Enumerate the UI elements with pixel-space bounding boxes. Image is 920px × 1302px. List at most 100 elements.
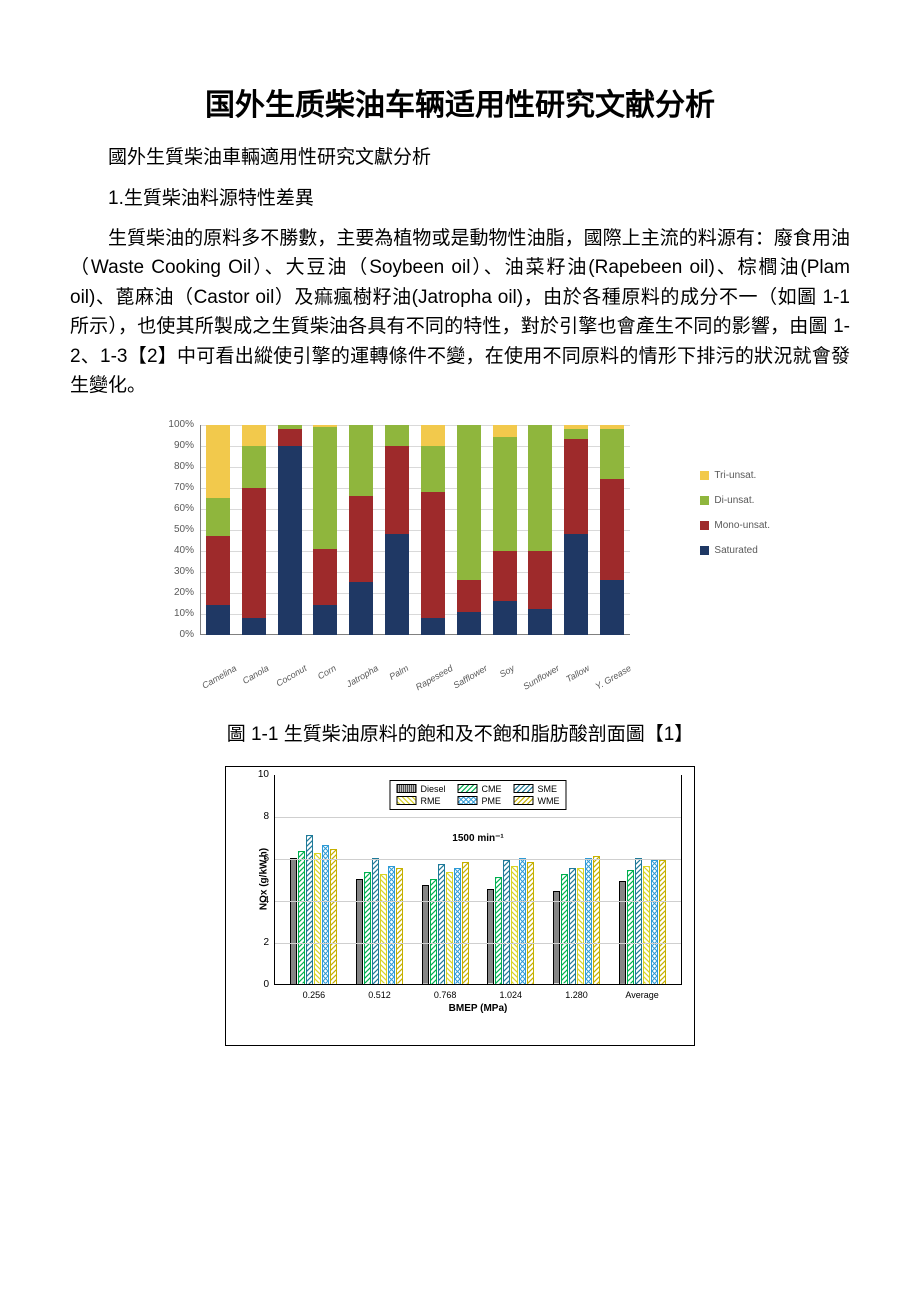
chart1-segment (600, 479, 624, 580)
chart2-bar (527, 862, 534, 984)
chart2-group: 1.024 (487, 858, 534, 984)
chart1-ytick: 20% (162, 587, 194, 598)
chart1-segment (564, 534, 588, 635)
chart1-bar: Tallow (564, 425, 588, 635)
chart1-segment (600, 429, 624, 479)
chart2-bar (380, 874, 387, 983)
chart1-xtick: Camelina (200, 663, 238, 691)
chart2-bar (627, 870, 634, 983)
chart1-segment (600, 580, 624, 635)
chart2-bar (306, 835, 313, 984)
chart2-bar (290, 858, 297, 984)
chart1-ytick: 10% (162, 608, 194, 619)
chart2-bar (619, 881, 626, 984)
chart2-bar (503, 860, 510, 984)
chart1-segment (206, 498, 230, 536)
chart2-bar (495, 877, 502, 984)
chart1-ytick: 90% (162, 440, 194, 451)
chart2-bar (643, 866, 650, 984)
chart1-segment (493, 601, 517, 635)
chart2-bar (519, 858, 526, 984)
chart1-xtick: Palm (387, 663, 410, 682)
figure-1-1-container: CamelinaCanolaCoconutCornJatrophaPalmRap… (70, 415, 850, 705)
chart2-group: Average (619, 858, 666, 984)
chart1-xtick: Tallow (564, 663, 591, 684)
chart1-legend-item: Saturated (700, 545, 770, 556)
chart1-segment (457, 425, 481, 580)
chart2-bar (314, 853, 321, 983)
chart1-segment (457, 580, 481, 612)
figure-1-1-caption: 圖 1-1 生質柴油原料的飽和及不飽和脂肪酸剖面圖【1】 (70, 719, 850, 746)
chart2-bar (462, 862, 469, 984)
chart1-segment (528, 551, 552, 610)
chart2-bar (364, 872, 371, 983)
chart2-group: 0.768 (422, 862, 469, 984)
chart1-segment (278, 429, 302, 446)
chart1-segment (528, 425, 552, 551)
chart2-bar (659, 860, 666, 984)
chart2-bar (561, 874, 568, 983)
chart1-segment (421, 492, 445, 618)
chart2-ytick: 6 (245, 853, 269, 864)
chart2-ytick: 8 (245, 811, 269, 822)
chart1-segment (242, 488, 266, 618)
chart1-segment (313, 427, 337, 549)
chart2-bar (593, 856, 600, 984)
chart1-bar: Safflower (457, 425, 481, 635)
chart1-legend-item: Di-unsat. (700, 495, 770, 506)
chart1-ytick: 60% (162, 503, 194, 514)
chart1-xtick: Rapeseed (414, 663, 455, 692)
chart1-segment (457, 612, 481, 635)
chart2-bar (356, 879, 363, 984)
chart1-ytick: 50% (162, 524, 194, 535)
chart1-legend: Tri-unsat.Di-unsat.Mono-unsat.Saturated (700, 470, 770, 570)
chart1-xtick: Canola (240, 663, 270, 686)
chart2-bar (438, 864, 445, 984)
chart2-bar (487, 889, 494, 984)
chart2-bar (298, 851, 305, 983)
chart1-bar: Palm (385, 425, 409, 635)
stacked-bar-chart: CamelinaCanolaCoconutCornJatrophaPalmRap… (140, 415, 780, 705)
chart1-xtick: Y. Grease (594, 663, 633, 692)
chart1-segment (421, 618, 445, 635)
chart1-segment (313, 605, 337, 634)
chart2-bar (635, 858, 642, 984)
chart2-xtick: 1.024 (500, 990, 523, 1000)
chart1-segment (349, 425, 373, 496)
chart2-bar (651, 860, 658, 984)
chart1-segment (493, 551, 517, 601)
chart1-segment (349, 496, 373, 582)
chart2-bar (577, 868, 584, 984)
chart2-group: 0.512 (356, 858, 403, 984)
chart1-xtick: Corn (316, 663, 338, 681)
chart1-segment (421, 425, 445, 446)
chart1-legend-item: Tri-unsat. (700, 470, 770, 481)
chart2-bar (388, 866, 395, 984)
chart2-bar (511, 866, 518, 984)
chart2-xtick: 1.280 (565, 990, 588, 1000)
chart2-ytick: 0 (245, 979, 269, 990)
chart2-bar (430, 879, 437, 984)
chart1-segment (242, 425, 266, 446)
chart1-ytick: 30% (162, 566, 194, 577)
chart2-xtick: Average (625, 990, 658, 1000)
grouped-bar-chart: NOx (g/kW.h) BMEP (MPa) DieselCMESMERMEP… (225, 766, 695, 1046)
chart1-ytick: 40% (162, 545, 194, 556)
chart2-xtick: 0.256 (303, 990, 326, 1000)
chart1-bar: Soy (493, 425, 517, 635)
chart1-segment (385, 534, 409, 635)
chart2-ytick: 2 (245, 937, 269, 948)
chart1-segment (564, 439, 588, 534)
chart1-bar: Coconut (278, 425, 302, 635)
chart1-ytick: 0% (162, 629, 194, 640)
chart1-segment (385, 425, 409, 446)
chart2-ytick: 10 (245, 769, 269, 780)
chart2-group: 0.256 (290, 835, 337, 984)
subtitle-text: 國外生質柴油車輛適用性研究文獻分析 (70, 142, 850, 169)
figure-1-2-container: NOx (g/kW.h) BMEP (MPa) DieselCMESMERMEP… (70, 766, 850, 1046)
section-heading: 1.生質柴油料源特性差異 (70, 183, 850, 210)
page-title: 国外生质柴油车辆适用性研究文献分析 (70, 80, 850, 124)
chart1-ytick: 80% (162, 461, 194, 472)
chart2-bar (372, 858, 379, 984)
chart1-xtick: Coconut (274, 663, 308, 688)
